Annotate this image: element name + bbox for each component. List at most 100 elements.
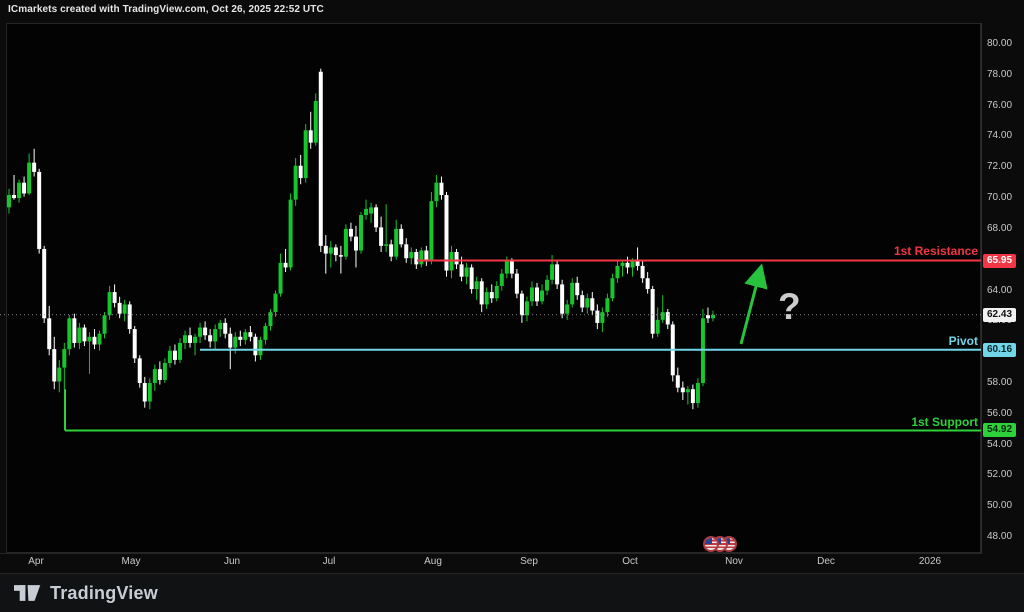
candle — [263, 322, 268, 345]
candle — [152, 364, 157, 391]
candle — [97, 330, 102, 351]
candle — [389, 239, 394, 262]
price-axis-label: 78.00 — [987, 68, 1013, 80]
candle — [700, 309, 705, 387]
price-axis-label: 74.00 — [987, 130, 1013, 142]
candle — [12, 174, 17, 200]
candle — [464, 262, 469, 285]
resistance-label: 1st Resistance — [893, 244, 978, 258]
candle — [374, 204, 379, 233]
candle — [32, 148, 37, 177]
price-axis-label: 56.00 — [987, 407, 1013, 419]
candle — [283, 248, 288, 273]
candle — [298, 154, 303, 185]
candle — [655, 307, 660, 337]
candle — [92, 329, 97, 350]
candle — [122, 299, 127, 322]
candle — [444, 191, 449, 277]
candle — [560, 279, 565, 319]
candle — [404, 238, 409, 263]
candle — [645, 272, 650, 294]
candle — [157, 361, 162, 385]
candle — [489, 284, 494, 303]
candle — [162, 358, 167, 384]
candle — [675, 367, 680, 393]
candle — [112, 284, 117, 308]
candle — [665, 309, 670, 330]
question-mark-annotation: ? — [778, 286, 801, 327]
candle — [535, 282, 539, 306]
price-axis-label: 52.00 — [987, 469, 1013, 481]
time-axis-label: Nov — [725, 556, 743, 567]
candle — [369, 202, 374, 223]
candle — [499, 268, 504, 291]
candle — [615, 261, 620, 283]
support-label: 1st Support — [911, 415, 978, 429]
candle — [52, 336, 57, 390]
current-price-tag: 62.43 — [983, 307, 1016, 322]
candle — [519, 290, 524, 323]
candle — [253, 333, 258, 362]
pivot-label: Pivot — [948, 334, 978, 348]
price-axis-border — [981, 23, 982, 554]
candle — [439, 176, 444, 200]
candle — [102, 312, 107, 339]
time-axis-label: Oct — [622, 556, 638, 567]
economic-event-flags[interactable] — [703, 536, 737, 554]
candle — [711, 310, 715, 322]
pivot-price-tag: 60.16 — [983, 342, 1016, 357]
candle — [37, 168, 42, 254]
candle — [484, 287, 489, 310]
candle — [580, 290, 585, 313]
candle — [650, 285, 655, 339]
candle — [680, 381, 685, 400]
candle — [670, 321, 675, 382]
candle — [203, 321, 208, 340]
candle — [479, 278, 484, 313]
bullish-arrow-annotation[interactable] — [739, 263, 768, 345]
candle — [555, 261, 560, 290]
candle — [409, 247, 414, 265]
candle — [429, 191, 434, 265]
flag-canton — [705, 538, 712, 544]
candle — [67, 315, 72, 356]
candle — [303, 124, 308, 183]
candle — [364, 199, 369, 220]
candle — [685, 386, 690, 405]
candle — [565, 299, 570, 320]
price-axis-label: 70.00 — [987, 192, 1013, 204]
time-axis-label: Dec — [817, 556, 835, 567]
candle — [213, 324, 218, 350]
candle — [62, 342, 67, 390]
candle — [137, 355, 142, 388]
candle — [343, 224, 348, 260]
tradingview-logo[interactable]: TradingView — [14, 582, 158, 604]
chart-plot-area[interactable] — [6, 23, 981, 553]
candle — [524, 296, 529, 322]
candle — [610, 273, 615, 302]
time-axis-label: Apr — [28, 556, 44, 567]
candle — [348, 222, 353, 242]
candle — [514, 268, 519, 299]
candle — [27, 153, 32, 196]
candle — [399, 224, 404, 248]
candle — [127, 301, 132, 334]
candle — [268, 309, 273, 331]
candle — [338, 245, 343, 274]
tradingview-logo-icon — [14, 585, 41, 601]
resistance-price-tag: 65.95 — [983, 253, 1016, 268]
candle — [308, 111, 313, 149]
time-axis-label: Jul — [322, 556, 336, 567]
chart-credit-text: ICmarkets created with TradingView.com, … — [8, 4, 324, 15]
price-axis-label: 48.00 — [987, 531, 1013, 543]
candle — [529, 281, 534, 306]
price-axis-label: 64.00 — [987, 284, 1013, 296]
price-axis-label: 68.00 — [987, 222, 1013, 234]
candle — [147, 378, 152, 410]
footer-divider — [0, 573, 1024, 574]
us-flag-event-icon[interactable] — [703, 536, 719, 552]
candle — [293, 158, 298, 206]
candle — [640, 261, 645, 283]
candle — [288, 193, 293, 271]
